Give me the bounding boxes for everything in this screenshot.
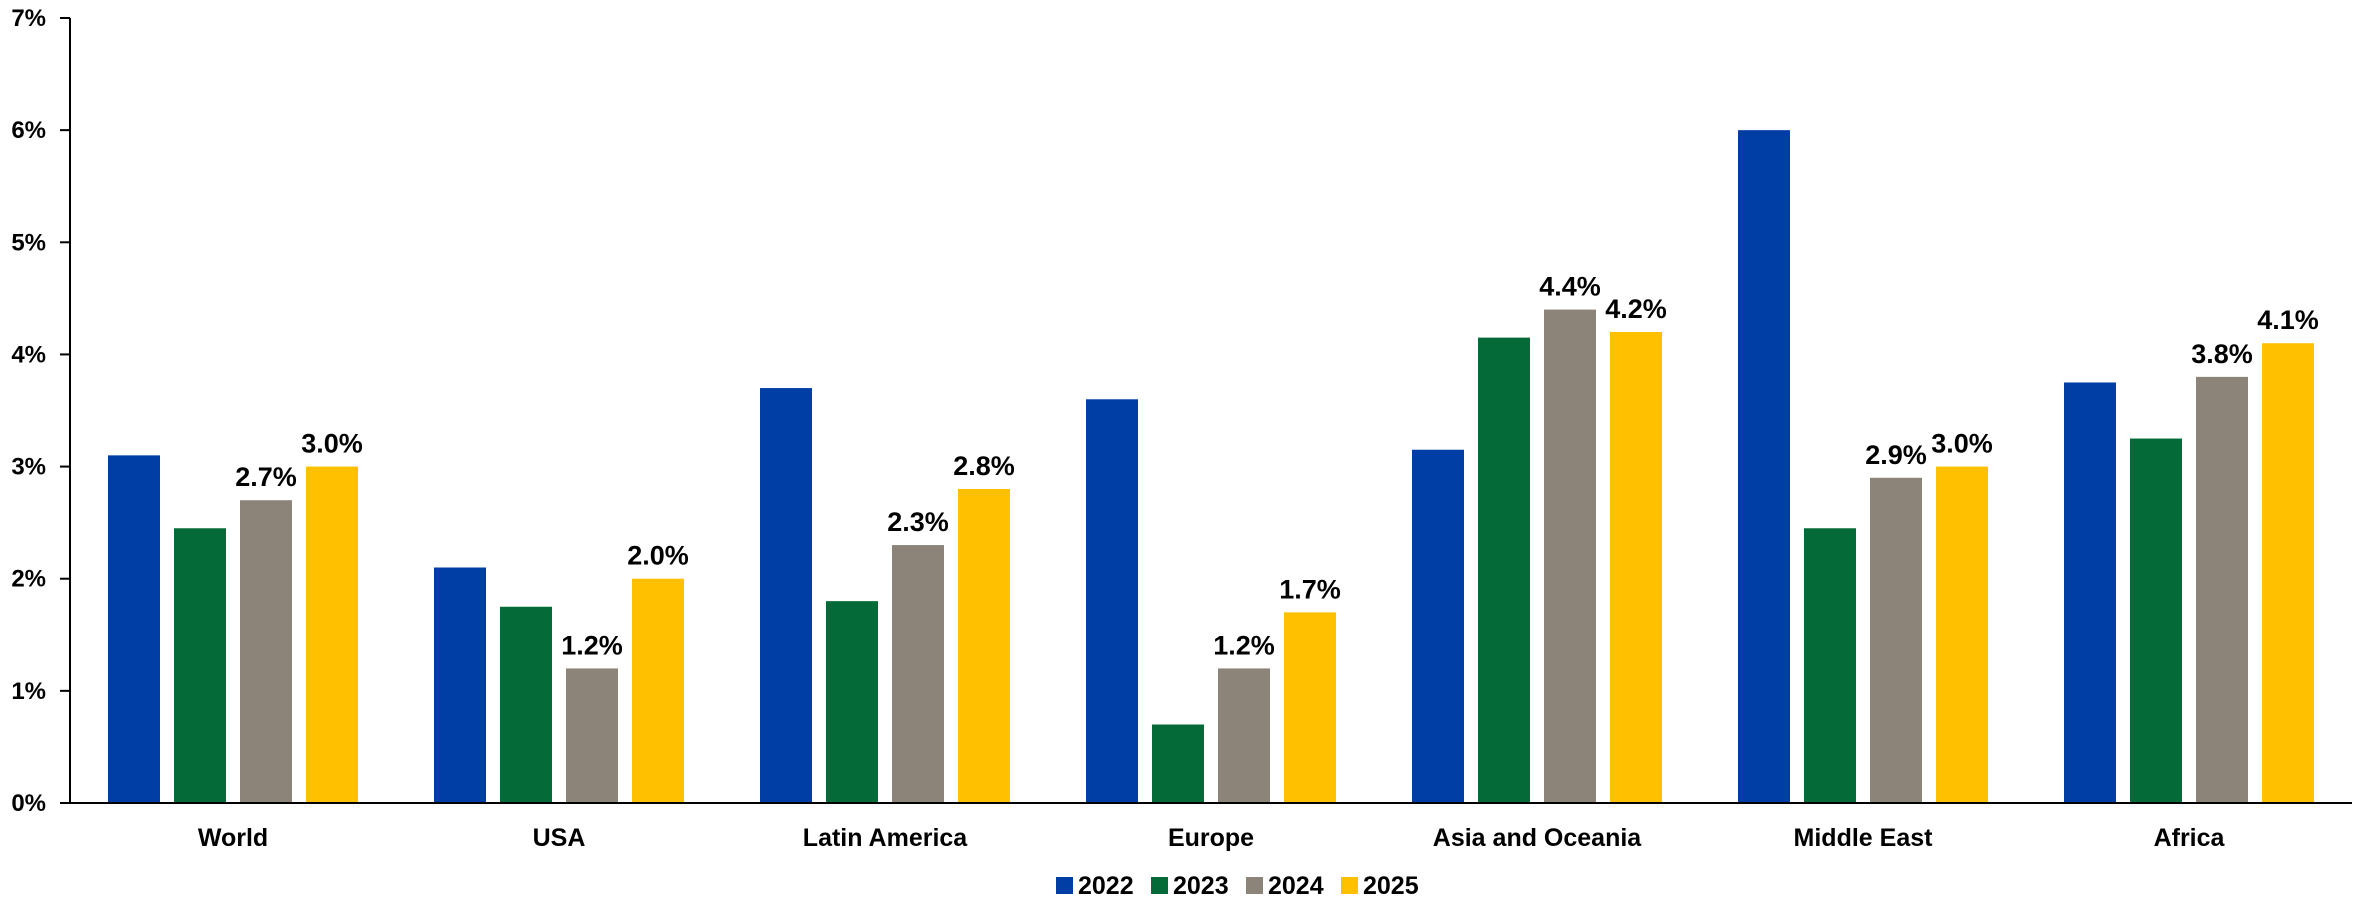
- legend: 2022 2023 2024 2025: [1056, 872, 1419, 900]
- legend-label: 2024: [1268, 872, 1324, 900]
- bar-2024: [1544, 309, 1596, 803]
- legend-label: 2023: [1173, 872, 1229, 900]
- data-label: 2.9%: [1865, 440, 1927, 470]
- legend-swatch-2024: [1246, 877, 1263, 894]
- x-tick-label: Africa: [2154, 824, 2226, 852]
- bar-2023: [174, 528, 226, 803]
- bar-2022: [760, 388, 812, 803]
- legend-label: 2022: [1078, 872, 1134, 900]
- data-label: 1.2%: [561, 630, 623, 660]
- bar-2025: [1610, 332, 1662, 803]
- data-label: 2.3%: [887, 507, 949, 537]
- x-tick-label: Middle East: [1794, 824, 1934, 852]
- legend-swatch-2023: [1151, 877, 1168, 894]
- bar-2024: [566, 668, 618, 803]
- bar-2022: [1086, 399, 1138, 803]
- bar-group: [108, 130, 2314, 804]
- bar-2023: [500, 606, 552, 803]
- y-axis: 0% 1% 2% 3% 4% 5% 6% 7%: [11, 5, 71, 817]
- bar-2023: [2130, 438, 2182, 803]
- data-labels: 2.7%3.0%1.2%2.0%2.3%2.8%1.2%1.7%4.4%4.2%…: [235, 272, 2319, 661]
- data-label: 3.8%: [2191, 339, 2253, 369]
- legend-label: 2025: [1363, 872, 1419, 900]
- data-label: 4.1%: [2257, 305, 2319, 335]
- bar-2023: [1478, 337, 1530, 803]
- bar-2022: [1738, 130, 1790, 804]
- bar-2025: [1284, 612, 1336, 803]
- y-tick-label: 5%: [11, 229, 46, 256]
- y-tick-label: 4%: [11, 341, 46, 368]
- data-label: 2.0%: [627, 541, 689, 571]
- bar-2024: [1870, 477, 1922, 803]
- y-tick-label: 1%: [11, 678, 46, 705]
- bar-2023: [826, 601, 878, 803]
- bar-2022: [2064, 382, 2116, 803]
- x-tick-label: Latin America: [803, 824, 969, 852]
- y-tick-label: 7%: [11, 5, 46, 32]
- bar-2025: [1936, 466, 1988, 803]
- bar-2024: [892, 545, 944, 803]
- bar-2022: [108, 455, 160, 803]
- data-label: 1.7%: [1279, 574, 1341, 604]
- bar-2025: [2262, 343, 2314, 803]
- x-tick-label: USA: [533, 824, 586, 852]
- x-tick-label: Asia and Oceania: [1433, 824, 1643, 852]
- data-label: 1.2%: [1213, 630, 1275, 660]
- data-label: 4.4%: [1539, 272, 1601, 302]
- data-label: 2.7%: [235, 462, 297, 492]
- data-label: 3.0%: [301, 429, 363, 459]
- x-tick-label: Europe: [1168, 824, 1254, 852]
- bar-2022: [434, 567, 486, 803]
- data-label: 3.0%: [1931, 429, 1993, 459]
- y-tick-label: 6%: [11, 117, 46, 144]
- bar-2025: [958, 489, 1010, 803]
- y-tick-label: 2%: [11, 566, 46, 593]
- bar-2025: [632, 578, 684, 803]
- bar-2024: [2196, 376, 2248, 803]
- x-axis: World USA Latin America Europe Asia and Ocea…: [70, 802, 2352, 852]
- data-label: 4.2%: [1605, 294, 1667, 324]
- bar-2025: [306, 466, 358, 803]
- bar-2024: [1218, 668, 1270, 803]
- bar-2022: [1412, 449, 1464, 803]
- bar-2023: [1804, 528, 1856, 803]
- data-label: 2.8%: [953, 451, 1015, 481]
- legend-swatch-2022: [1056, 877, 1073, 894]
- bar-2023: [1152, 724, 1204, 803]
- y-tick-label: 3%: [11, 454, 46, 481]
- bar-2024: [240, 500, 292, 803]
- legend-swatch-2025: [1341, 877, 1358, 894]
- y-tick-label: 0%: [11, 790, 46, 817]
- x-tick-label: World: [198, 824, 268, 852]
